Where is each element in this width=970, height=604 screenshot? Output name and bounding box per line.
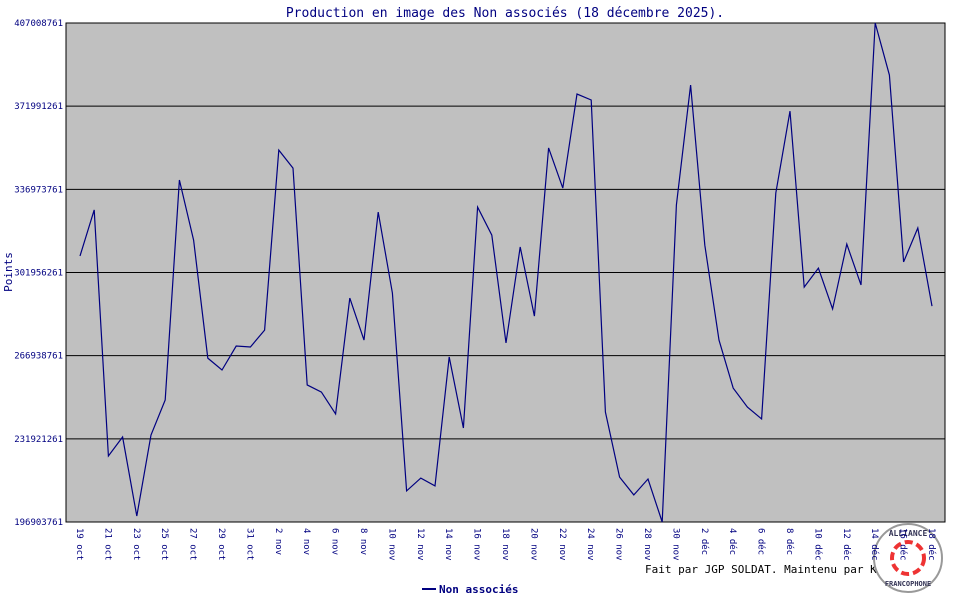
x-tick-label: 2 déc [699,528,710,555]
logo-bottom: FRANCOPHONE [885,580,931,588]
x-tick-label: 12 nov [415,528,425,561]
x-tick-label: 22 nov [557,528,567,561]
x-tick-label: 6 nov [330,528,340,555]
x-tick-label: 4 nov [301,528,311,555]
x-tick-label: 10 nov [386,528,396,561]
y-tick-label: 407008761 [14,19,63,29]
footer: Fait par JGP SOLDAT. Maintenu par Kana-c… [645,563,936,576]
x-tick-label: 4 déc [727,528,738,555]
x-tick-label: 21 oct [102,528,112,561]
y-tick-label: 336973761 [14,185,63,195]
x-tick-label: 18 nov [500,528,510,561]
x-tick-label: 30 nov [670,528,680,561]
x-tick-label: 8 nov [358,528,368,555]
x-tick-label: 8 déc [784,528,795,555]
x-tick-label: 29 oct [216,528,226,561]
y-tick-label: 301956261 [14,269,63,279]
chart-title: Production en image des Non associés (18… [286,6,724,21]
x-tick-label: 6 déc [756,528,767,555]
x-tick-label: 14 nov [443,528,453,561]
x-tick-label: 28 nov [642,528,652,561]
y-tick-label: 371991261 [14,102,63,112]
logo-ring [890,540,926,576]
y-tick-label: 231921261 [14,435,63,445]
x-tick-label: 18 déc [926,528,937,561]
x-tick-label: 2 nov [273,528,283,555]
logo-circle [873,523,943,593]
x-tick-label: 23 oct [131,528,141,561]
x-tick-label: 20 nov [528,528,538,561]
x-tick-label: 16 nov [472,528,482,561]
x-tick-label: 25 oct [159,528,169,561]
x-tick-label: 31 oct [244,528,254,561]
x-tick-label: 26 nov [614,528,624,561]
x-tick-label: 16 déc [898,528,909,561]
data-line [79,22,933,523]
logo: ALLIANCE FRANCOPHONE [873,523,943,593]
legend-label: Non associés [439,583,518,596]
x-tick-label: 19 oct [74,528,84,561]
y-tick-label: 196903761 [14,518,63,528]
x-tick-label: 12 déc [841,528,852,561]
y-tick-label: 266938761 [14,352,63,362]
x-tick-label: 14 déc [869,528,880,561]
logo-top: ALLIANCE [889,529,928,538]
y-axis-label: Points [2,252,15,292]
x-tick-label: 24 nov [585,528,595,561]
x-tick-label: 10 déc [812,528,823,561]
x-tick-label: 27 oct [188,528,198,561]
